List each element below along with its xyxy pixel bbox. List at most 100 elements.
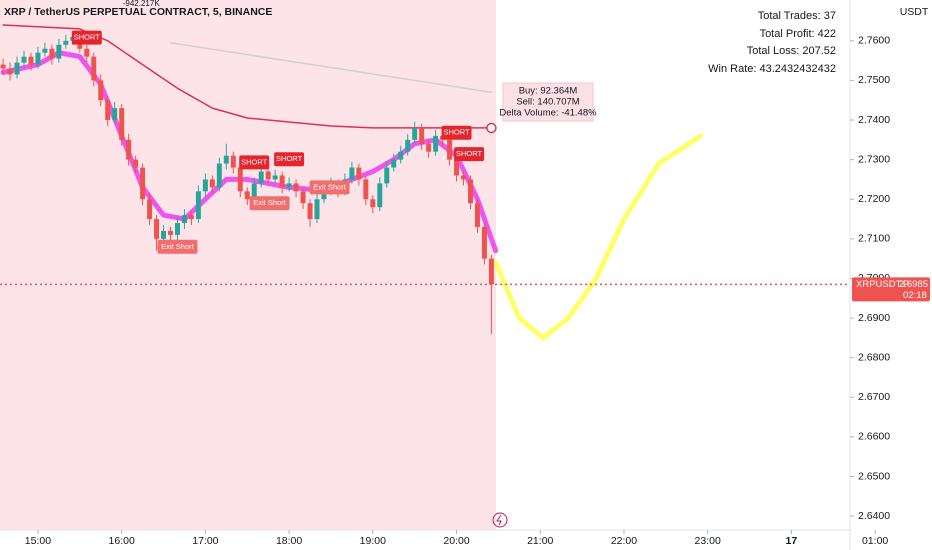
annotation: -942.217K (123, 0, 161, 8)
candle-body (91, 56, 97, 81)
candle-body (419, 127, 425, 144)
candle-body (321, 191, 327, 200)
trade-label-text: SHORT (241, 157, 268, 166)
candle-body (447, 139, 453, 160)
x-tick-label: 23:00 (695, 535, 721, 547)
countdown: 02:18 (903, 290, 927, 301)
trade-label (309, 180, 350, 195)
candle-body (461, 175, 467, 180)
y-tick-label: 2.7500 (858, 74, 890, 86)
candle-body (412, 127, 418, 140)
session-highlight (0, 0, 496, 530)
chart-title: XRP / TetherUS PERPETUAL CONTRACT, 5, BI… (4, 6, 272, 18)
stat: Win Rate: 43.2432432432 (708, 63, 836, 75)
trade-label-text: Exit Short (161, 242, 194, 251)
x-tick-label: 15:00 (25, 535, 51, 547)
candle-body (251, 183, 257, 200)
candle-body (119, 108, 125, 140)
y-tick-label: 2.6400 (858, 510, 890, 522)
x-tick-label: 22:00 (611, 535, 637, 547)
candle-body (28, 56, 34, 65)
candle-body (181, 215, 187, 224)
trade-label (441, 125, 472, 140)
candle-body (314, 199, 320, 220)
trade-label (157, 239, 198, 254)
candle-body (42, 48, 48, 53)
y-tick-label: 2.6700 (858, 391, 890, 403)
trade-label (239, 155, 270, 170)
candle-body (286, 183, 292, 188)
candle-body (84, 48, 90, 57)
y-tick-label: 2.7100 (858, 233, 890, 245)
stat: Total Loss: 207.52 (747, 45, 836, 57)
x-tick-label: 16:00 (109, 535, 135, 547)
candle-body (244, 191, 250, 200)
candle-body (133, 159, 139, 168)
y-tick-label: 2.6900 (858, 312, 890, 324)
tooltip-line: Buy: 92.364M (519, 86, 578, 97)
currency: USDT (900, 6, 929, 18)
candle-body (147, 199, 153, 220)
tooltip-line: Delta Volume: -41.48% (499, 108, 597, 119)
y-tick-label: 2.7600 (858, 35, 890, 47)
candle-body (223, 155, 229, 164)
candle-body (307, 203, 313, 220)
tooltip-line: Sell: 140.707M (516, 97, 579, 108)
candle-body (98, 80, 104, 101)
candle-body (49, 48, 55, 59)
trade-label (249, 196, 290, 211)
candle-body (272, 175, 278, 180)
y-tick-label: 2.7400 (858, 114, 890, 126)
symbol-label: XRPUSDT.P (856, 279, 909, 290)
candle-body (168, 230, 174, 235)
candle-body (56, 44, 62, 59)
price-badge (852, 277, 930, 302)
x-tick-label: 19:00 (360, 535, 386, 547)
candle-body (188, 215, 194, 220)
indicator-line (493, 133, 704, 341)
candle-body (398, 151, 404, 160)
x-tick-label: 17:00 (192, 535, 218, 547)
replay-icon (496, 514, 502, 526)
candle-body (161, 230, 167, 239)
candle-body (488, 258, 494, 285)
y-tick-label: 2.6500 (858, 470, 890, 482)
x-tick-label: 21:00 (527, 535, 553, 547)
candle-body (370, 199, 376, 208)
candle-body (293, 183, 299, 192)
candle-body (112, 108, 118, 121)
candle-body (279, 175, 285, 188)
candle-body (433, 135, 439, 152)
candle-body (467, 179, 473, 204)
candle-body (349, 167, 355, 180)
candle-body (237, 167, 243, 192)
tooltip (502, 82, 594, 122)
y-tick-label: 2.7300 (858, 153, 890, 165)
y-tick-label: 2.7200 (858, 193, 890, 205)
candle-body (356, 167, 362, 180)
indicator-line (0, 50, 499, 254)
trade-label-text: Exit Short (253, 198, 286, 207)
trade-label (454, 147, 485, 162)
trade-label-text: SHORT (74, 33, 101, 42)
candle-body (14, 62, 20, 75)
candle-body (63, 40, 69, 45)
x-tick-label: 20:00 (443, 535, 469, 547)
x-tick-label: 18:00 (276, 535, 302, 547)
candle-body (474, 203, 480, 227)
last-price: 2.6985 (899, 279, 928, 290)
candle-body (265, 171, 271, 180)
candle-body (384, 167, 390, 184)
candle-body (405, 139, 411, 152)
trade-label-text: SHORT (276, 154, 303, 163)
replay-icon[interactable] (492, 512, 508, 528)
candle-body (195, 191, 201, 220)
trade-label-text: SHORT (456, 149, 483, 158)
candle-body (35, 52, 41, 65)
candle-body (202, 179, 208, 192)
signal-dot (486, 122, 497, 134)
trade-label-text: Exit Short (313, 182, 346, 191)
candle-body (126, 139, 132, 160)
trade-label-text: SHORT (443, 128, 470, 137)
indicator-line (169, 42, 493, 94)
